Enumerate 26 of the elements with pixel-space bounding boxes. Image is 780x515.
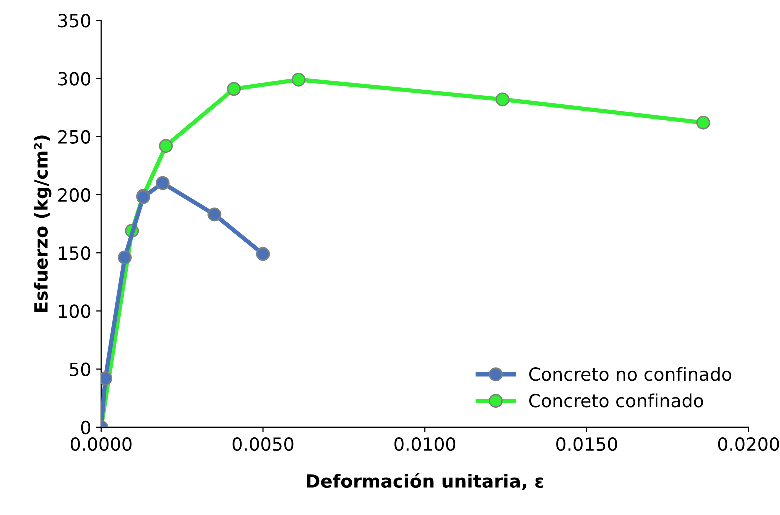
y-tick-label: 50 [70, 362, 90, 376]
legend-label: Concreto no confinado [530, 367, 732, 382]
legend-label: Concreto confinado [530, 394, 704, 408]
x-axis-title: Deformación unitaria, ε [307, 473, 544, 490]
y-tick-label: 300 [58, 72, 90, 86]
x-tick-label: 0.0200 [718, 437, 780, 452]
y-tick-label: 100 [59, 304, 90, 318]
y-tick-label: 200 [58, 188, 90, 202]
point [292, 72, 306, 87]
x-tick-label: 0.0050 [232, 437, 294, 452]
point [496, 92, 510, 107]
y-axis-title: Esfuerzo (kg/cm²) [34, 136, 52, 312]
y-tick-label: 0 [81, 420, 90, 435]
point [159, 139, 174, 154]
point [156, 176, 170, 190]
y-tick-label: 250 [58, 130, 90, 144]
point [256, 247, 270, 262]
point [696, 116, 710, 130]
point [227, 82, 242, 96]
x-tick-label: 0.0000 [71, 437, 132, 452]
point [208, 208, 222, 222]
point [118, 250, 132, 265]
x-tick-label: 0.0150 [556, 437, 618, 452]
y-tick-label: 350 [58, 14, 90, 28]
y-tick-label: 150 [59, 246, 90, 260]
x-tick-label: 0.0100 [394, 437, 456, 452]
